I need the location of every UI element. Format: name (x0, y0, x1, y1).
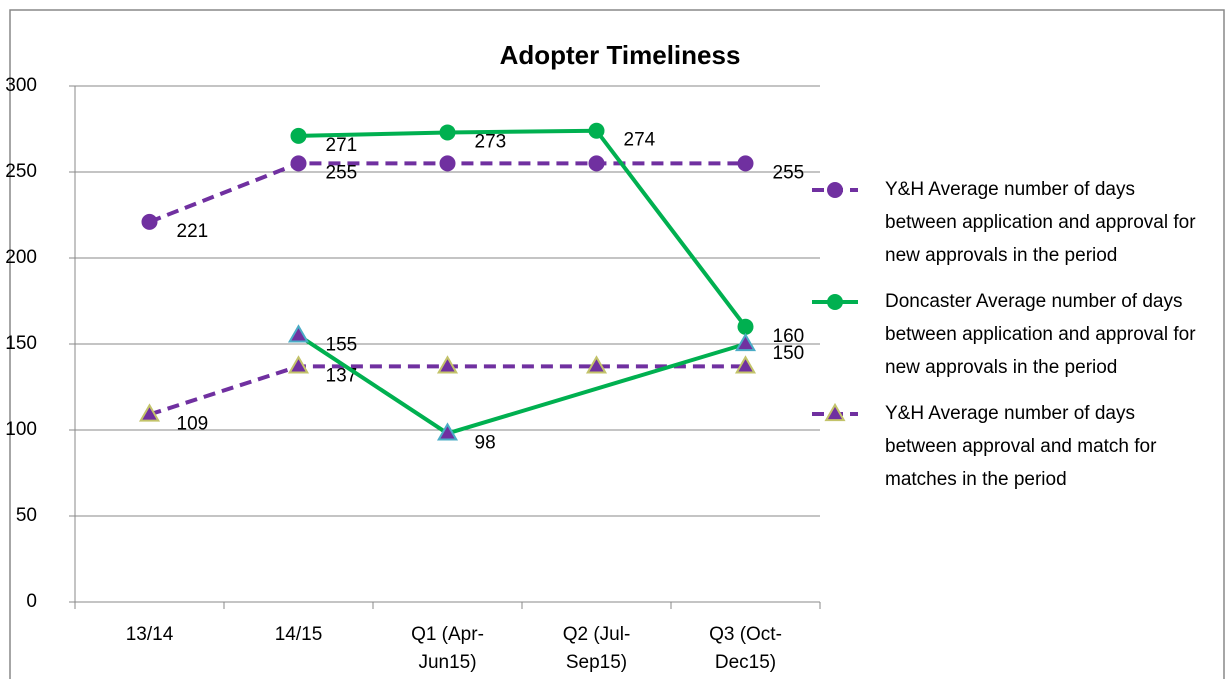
point (734, 355, 757, 374)
data-label: 160 (773, 326, 805, 347)
data-label: 274 (624, 130, 656, 151)
point (436, 422, 459, 441)
point (585, 355, 608, 374)
y-tick-label: 100 (5, 419, 37, 440)
point (439, 155, 456, 172)
point (290, 155, 307, 172)
legend-marker (824, 402, 846, 422)
point (588, 122, 605, 139)
legend-label: Y&H Average number of days between applic… (885, 179, 1196, 266)
y-tick-label: 300 (5, 75, 37, 96)
data-label: 271 (326, 135, 358, 156)
x-tick-label: Q2 (Jul-Sep15) (563, 624, 631, 673)
data-label: 255 (773, 162, 805, 183)
legend-label: Doncaster Average number of days between … (885, 291, 1196, 378)
y-tick-label: 0 (26, 591, 37, 612)
y-tick-label: 150 (5, 333, 37, 354)
point (436, 355, 459, 374)
y-tick-label: 250 (5, 161, 37, 182)
point (588, 155, 605, 172)
legend-label: Y&H Average number of days between approv… (885, 403, 1157, 490)
point (737, 155, 754, 172)
data-label: 255 (326, 162, 358, 183)
x-tick-label: Q1 (Apr-Jun15) (411, 624, 484, 673)
y-tick-label: 200 (5, 247, 37, 268)
series-line (298, 128, 748, 329)
legend-marker (827, 182, 843, 198)
point (138, 403, 161, 422)
chart-title: Adopter Timeliness (500, 40, 741, 70)
point (287, 355, 310, 374)
data-label: 98 (475, 432, 496, 453)
point (734, 332, 757, 352)
point (290, 127, 307, 144)
data-label: 109 (177, 414, 209, 435)
point (737, 318, 754, 335)
legend-marker (827, 294, 843, 310)
y-tick-label: 50 (16, 505, 37, 526)
point (141, 213, 158, 230)
point (287, 324, 310, 343)
data-label: 150 (773, 343, 805, 364)
x-tick-label: 13/14 (126, 624, 174, 645)
data-label: 155 (326, 334, 358, 355)
x-tick-label: Q3 (Oct-Dec15) (709, 624, 782, 673)
data-label: 221 (177, 221, 209, 242)
x-tick-label: 14/15 (275, 624, 323, 645)
data-label: 273 (475, 131, 507, 152)
point (439, 124, 456, 141)
